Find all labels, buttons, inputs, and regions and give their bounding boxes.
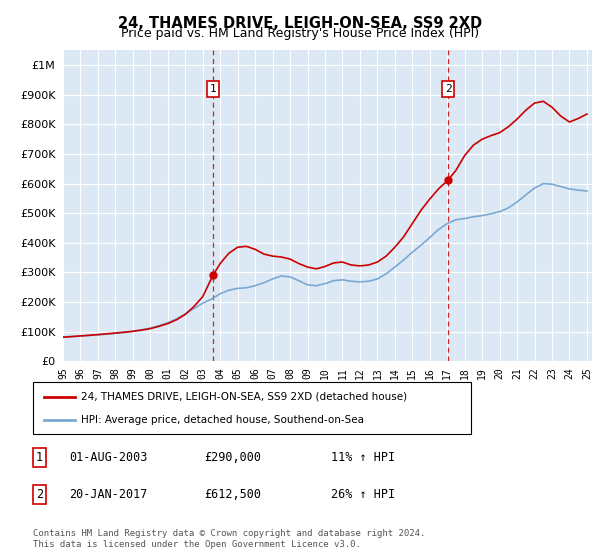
- Text: 2: 2: [36, 488, 43, 501]
- Text: 26% ↑ HPI: 26% ↑ HPI: [331, 488, 395, 501]
- Text: 11% ↑ HPI: 11% ↑ HPI: [331, 451, 395, 464]
- Text: 24, THAMES DRIVE, LEIGH-ON-SEA, SS9 2XD: 24, THAMES DRIVE, LEIGH-ON-SEA, SS9 2XD: [118, 16, 482, 31]
- Text: HPI: Average price, detached house, Southend-on-Sea: HPI: Average price, detached house, Sout…: [81, 416, 364, 426]
- Text: £612,500: £612,500: [204, 488, 261, 501]
- Text: 20-JAN-2017: 20-JAN-2017: [69, 488, 147, 501]
- Text: 1: 1: [209, 84, 216, 94]
- Text: 24, THAMES DRIVE, LEIGH-ON-SEA, SS9 2XD (detached house): 24, THAMES DRIVE, LEIGH-ON-SEA, SS9 2XD …: [81, 391, 407, 402]
- Text: 01-AUG-2003: 01-AUG-2003: [69, 451, 147, 464]
- Text: £290,000: £290,000: [204, 451, 261, 464]
- Text: 2: 2: [445, 84, 452, 94]
- Text: Price paid vs. HM Land Registry's House Price Index (HPI): Price paid vs. HM Land Registry's House …: [121, 27, 479, 40]
- Text: Contains HM Land Registry data © Crown copyright and database right 2024.
This d: Contains HM Land Registry data © Crown c…: [33, 529, 425, 549]
- Text: 1: 1: [36, 451, 43, 464]
